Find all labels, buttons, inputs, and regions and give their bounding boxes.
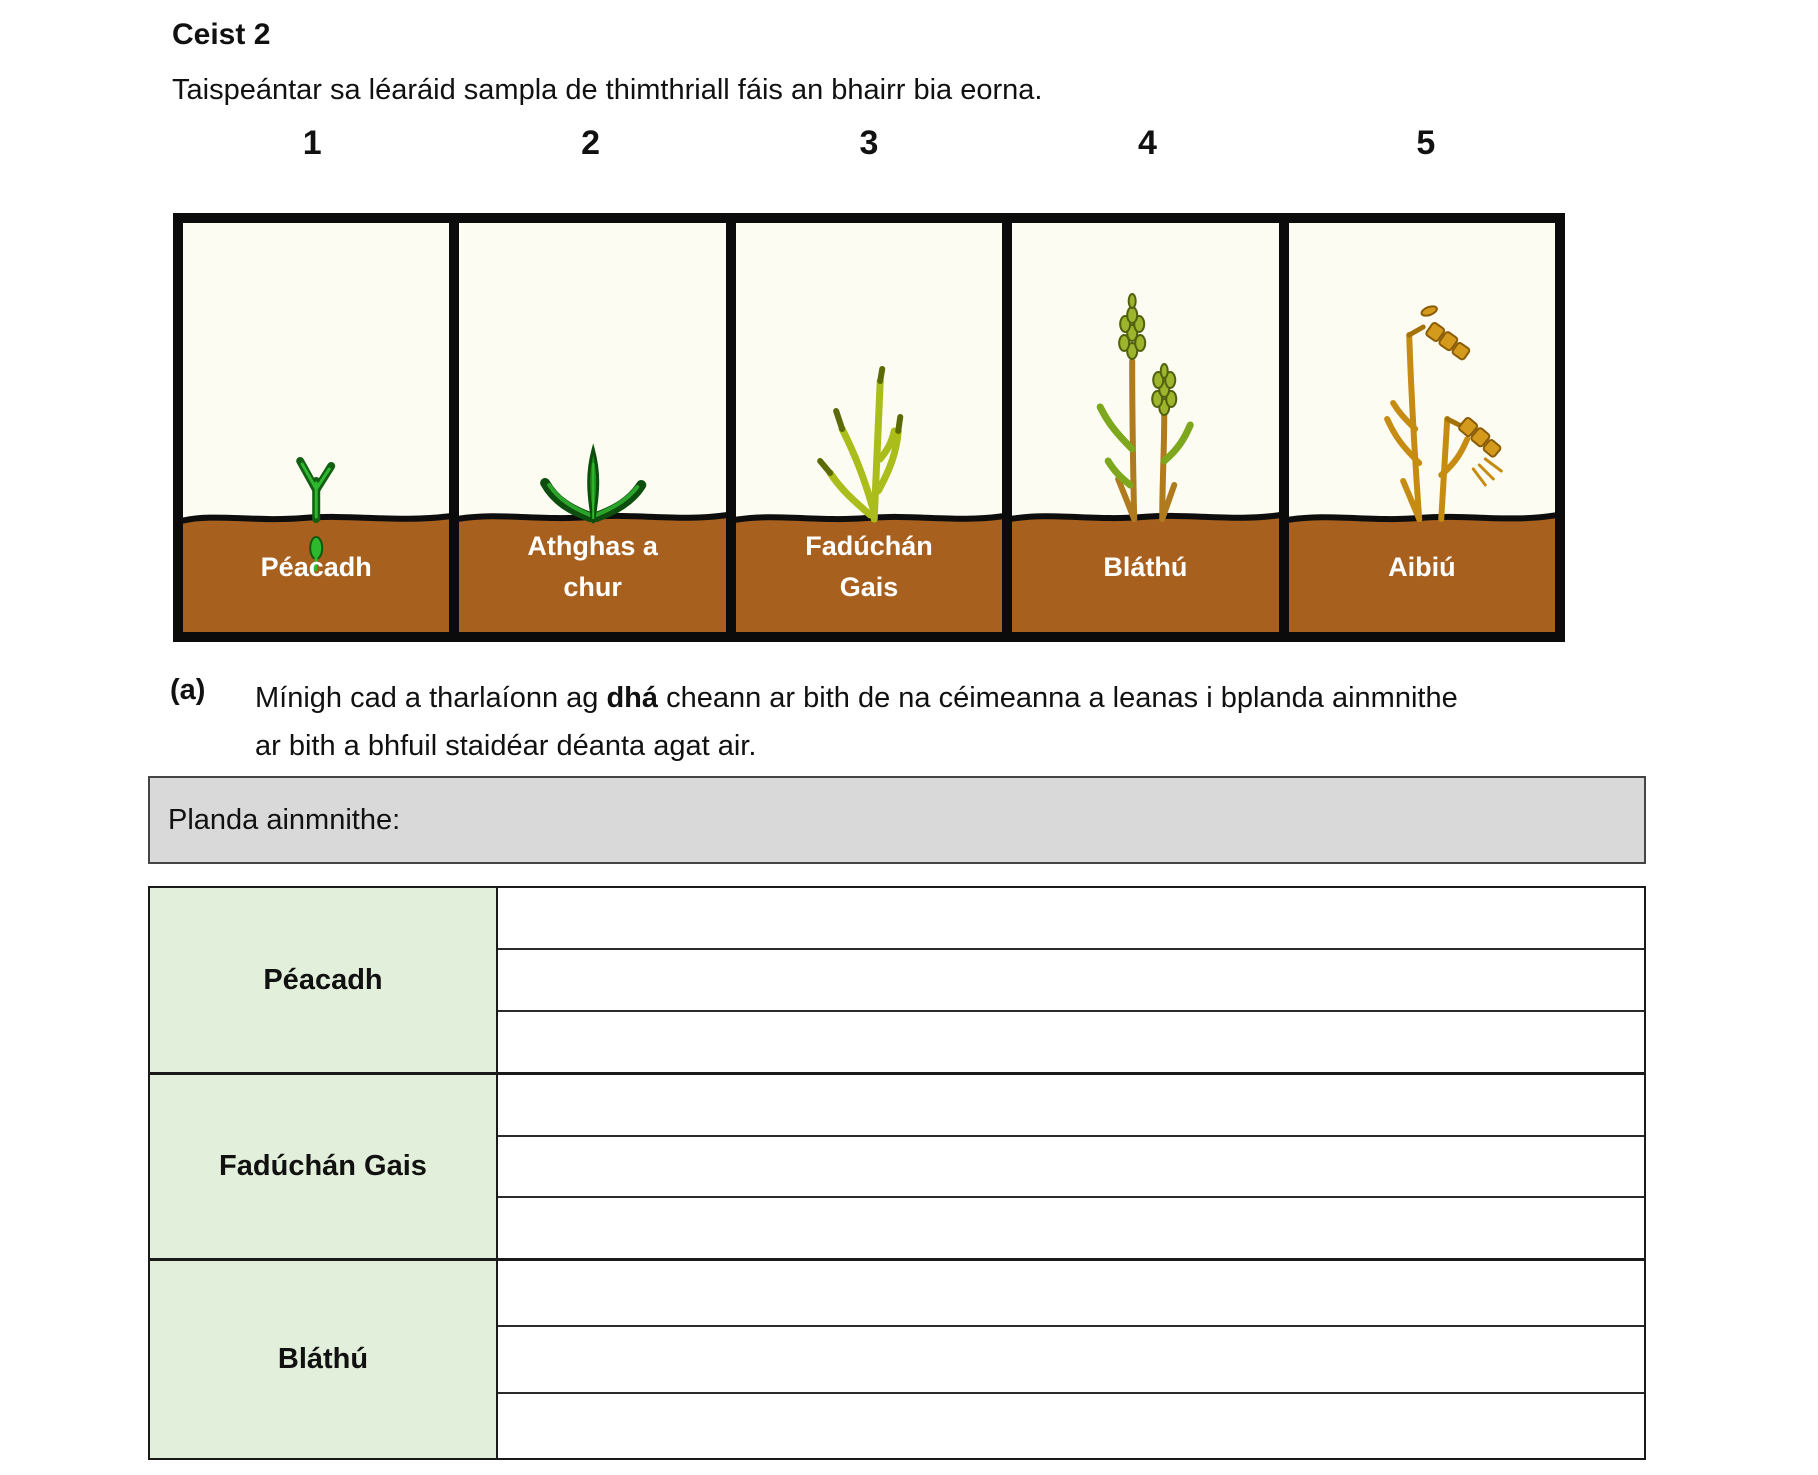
answer-area-faduchan-gais bbox=[498, 1075, 1644, 1259]
intro-text: Taispeántar sa léaráid sampla de thimthr… bbox=[172, 74, 1043, 106]
stage-label-aibiu: Aibiú bbox=[1388, 551, 1456, 582]
answer-table: Péacadh Fadúchán Gais Bláthú bbox=[148, 886, 1646, 1460]
stage-label-athghas: Athghas a chur bbox=[527, 531, 658, 602]
stage-panel-flowering: Bláthú bbox=[1012, 223, 1279, 632]
seedling-illustration bbox=[183, 457, 450, 632]
answer-area-peacadh bbox=[498, 888, 1644, 1072]
answer-area-blathu bbox=[498, 1261, 1644, 1458]
table-row-faduchan-gais: Fadúchán Gais bbox=[150, 1072, 1644, 1259]
answer-line[interactable] bbox=[498, 948, 1644, 1010]
stage-panel-tillering: Athghas a chur bbox=[459, 223, 726, 632]
question-a-part1: Mínigh cad a tharlaíonn ag bbox=[255, 682, 607, 714]
answer-line[interactable] bbox=[498, 1196, 1644, 1259]
elongating-plant-illustration bbox=[735, 366, 1003, 632]
answer-line[interactable] bbox=[498, 1075, 1644, 1135]
named-plant-answer-box[interactable]: Planda ainmnithe: bbox=[148, 776, 1646, 864]
named-plant-label: Planda ainmnithe: bbox=[168, 803, 401, 836]
growth-cycle-diagram: Péacadh Athghas a chur bbox=[173, 213, 1565, 642]
question-a-part3: ar bith a bhfuil staidéar déanta agat ai… bbox=[255, 730, 757, 762]
stage-label-peacadh: Péacadh bbox=[260, 551, 372, 582]
question-a-bold-word: dhá bbox=[606, 682, 659, 714]
stage-number-row: 1 2 3 4 5 bbox=[173, 124, 1565, 186]
stage-panel-ripening: Aibiú bbox=[1288, 223, 1556, 632]
question-a-part2: cheann ar bith de na céimeanna a leanas … bbox=[658, 682, 1458, 714]
answer-line[interactable] bbox=[498, 888, 1644, 948]
question-number-heading: Ceist 2 bbox=[172, 18, 271, 51]
flowering-plant-illustration bbox=[1012, 293, 1279, 632]
answer-line[interactable] bbox=[498, 1391, 1644, 1458]
stage-label-faduchan: Fadúchán Gais bbox=[805, 531, 933, 602]
stage-number-2: 2 bbox=[581, 124, 601, 162]
answer-line[interactable] bbox=[498, 1134, 1644, 1197]
stage-number-4: 4 bbox=[1137, 124, 1157, 162]
table-row-blathu: Bláthú bbox=[150, 1258, 1644, 1458]
row-header-peacadh: Péacadh bbox=[150, 888, 498, 1072]
stage-number-1: 1 bbox=[302, 124, 322, 162]
stage-panel-germination: Péacadh bbox=[183, 223, 450, 632]
answer-line[interactable] bbox=[498, 1261, 1644, 1326]
stage-label-blathu: Bláthú bbox=[1103, 551, 1188, 582]
question-a-marker: (a) bbox=[170, 674, 206, 706]
ripe-plant-illustration bbox=[1288, 305, 1556, 632]
answer-line[interactable] bbox=[498, 1325, 1644, 1392]
stage-number-5: 5 bbox=[1416, 124, 1436, 162]
table-row-peacadh: Péacadh bbox=[150, 888, 1644, 1072]
stage-number-3: 3 bbox=[859, 124, 879, 162]
question-a-text: Mínigh cad a tharlaíonn ag dhá cheann ar… bbox=[255, 674, 1655, 770]
stage-panel-stem-elongation: Fadúchán Gais bbox=[735, 223, 1003, 632]
young-plant-illustration bbox=[459, 443, 726, 632]
row-header-blathu: Bláthú bbox=[150, 1261, 498, 1458]
answer-line[interactable] bbox=[498, 1010, 1644, 1072]
row-header-faduchan-gais: Fadúchán Gais bbox=[150, 1075, 498, 1258]
